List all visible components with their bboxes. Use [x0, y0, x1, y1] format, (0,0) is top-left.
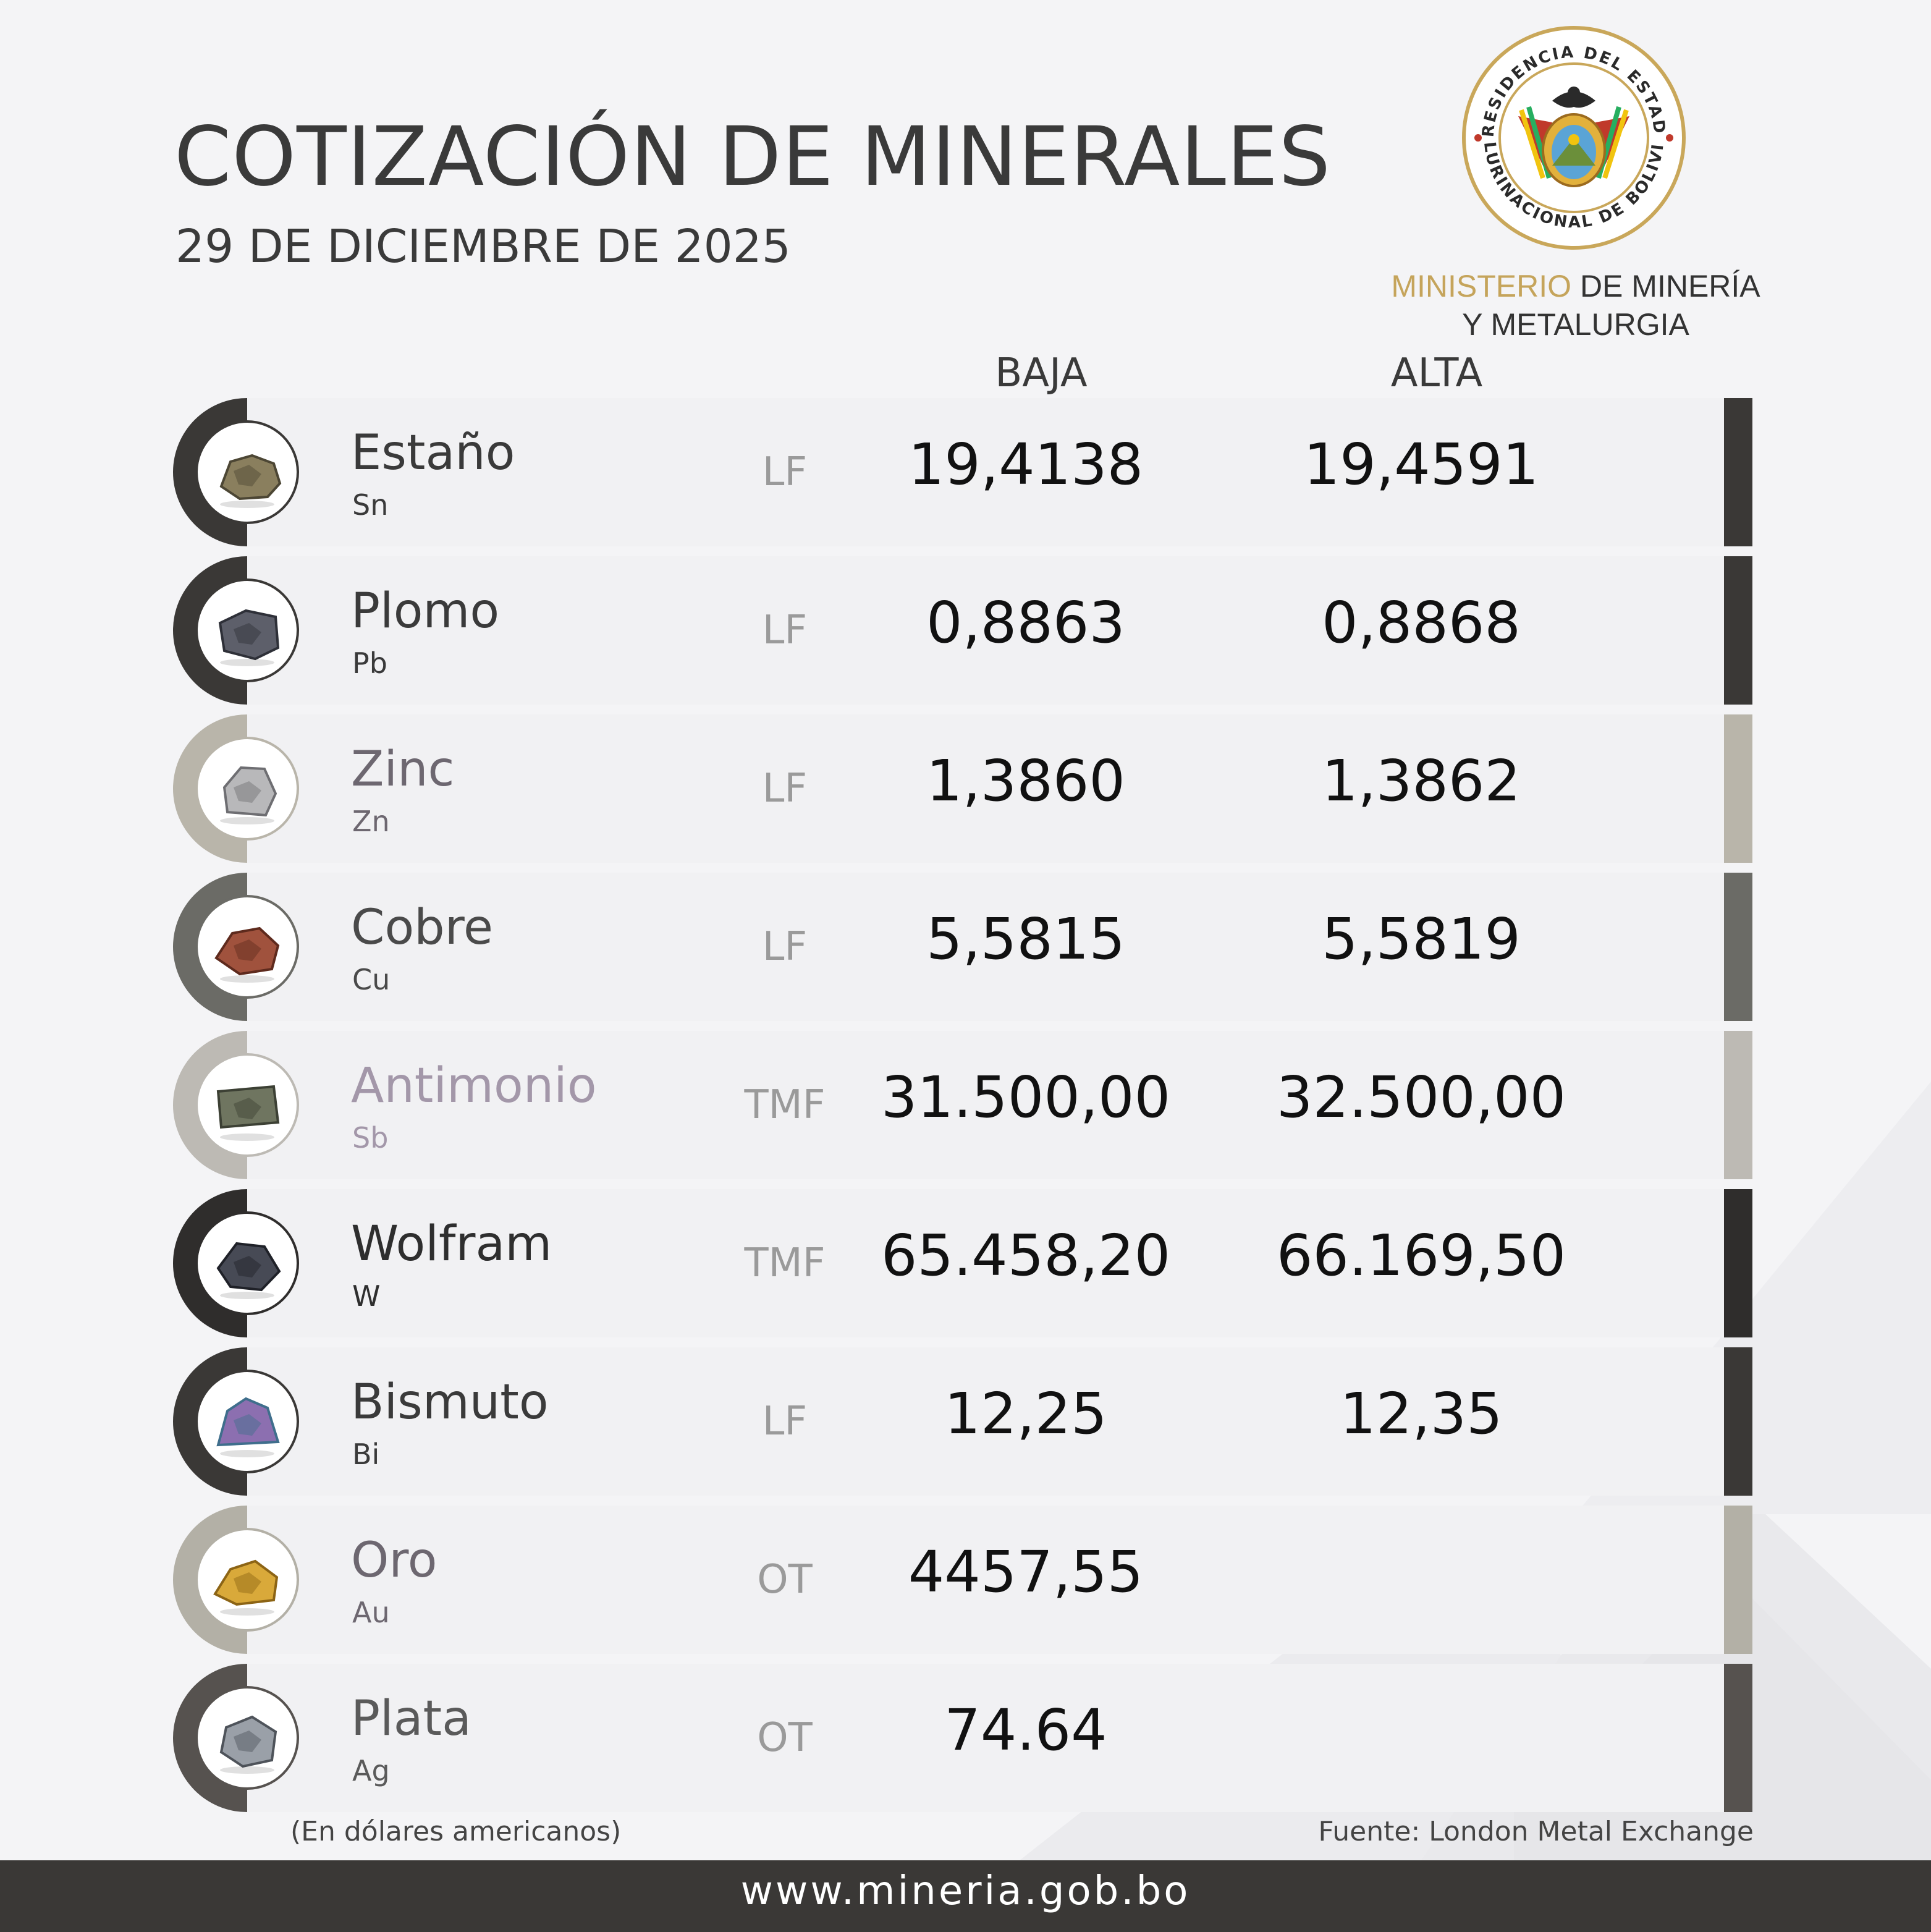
zinc-ore-icon — [220, 766, 277, 824]
row-band — [247, 1347, 1724, 1496]
source-note: Fuente: London Metal Exchange — [1318, 1816, 1754, 1847]
lead-ore-icon — [218, 609, 280, 666]
price-high: 19,4591 — [1303, 431, 1539, 498]
price-low: 19,4138 — [908, 431, 1144, 498]
ministry-logo-text: MINISTERIO DE MINERÍA Y METALURGIA — [1329, 267, 1823, 344]
mineral-name: Wolfram — [351, 1216, 552, 1272]
mineral-unit: TMF — [744, 1240, 826, 1286]
mineral-unit: OT — [757, 1715, 813, 1761]
bismuth-crystal-icon — [216, 1397, 280, 1457]
row-band — [247, 1189, 1724, 1337]
mineral-symbol: Sb — [352, 1121, 389, 1155]
presidential-seal-icon: PRESIDENCIA DEL ESTADO PLURINACIONAL DE … — [1460, 23, 1686, 250]
row-band — [247, 1664, 1724, 1812]
row-accent-bar — [1724, 714, 1752, 863]
ministry-name-gold: MINISTERIO — [1391, 269, 1572, 303]
mineral-unit: LF — [762, 1399, 808, 1444]
mineral-name: Cobre — [351, 900, 494, 955]
mineral-row: Plomo Pb LF 0,8863 0,8868 — [173, 556, 1755, 705]
price-low: 1,3860 — [926, 748, 1125, 814]
copper-ore-icon — [214, 926, 280, 983]
mineral-name: Antimonio — [351, 1058, 597, 1114]
row-accent-bar — [1724, 1347, 1752, 1496]
ministry-name-line2: Y METALURGIA — [1462, 307, 1689, 342]
mineral-symbol: Sn — [352, 488, 389, 522]
mineral-unit: OT — [757, 1557, 813, 1603]
mineral-name: Plata — [351, 1691, 471, 1747]
price-low: 74.64 — [944, 1697, 1107, 1763]
row-accent-bar — [1724, 873, 1752, 1021]
price-high: 0,8868 — [1322, 590, 1521, 656]
mineral-row: Bismuto Bi LF 12,25 12,35 — [173, 1347, 1755, 1496]
price-low: 31.500,00 — [881, 1064, 1171, 1130]
silver-ore-icon — [219, 1715, 277, 1774]
mineral-unit: LF — [762, 608, 808, 653]
column-header-high: ALTA — [1390, 350, 1483, 396]
column-header-low: BAJA — [995, 350, 1088, 396]
mineral-name: Plomo — [351, 583, 500, 639]
price-high: 32.500,00 — [1276, 1064, 1566, 1130]
currency-note: (En dólares americanos) — [290, 1816, 622, 1847]
page-title: COTIZACIÓN DE MINERALES — [174, 109, 1332, 205]
mineral-symbol: Au — [352, 1596, 390, 1629]
mineral-unit: TMF — [744, 1082, 826, 1128]
gold-nugget-icon — [213, 1559, 279, 1616]
mineral-unit: LF — [762, 766, 808, 811]
row-band — [247, 398, 1724, 546]
tin-ore-icon — [219, 454, 282, 508]
mineral-symbol: Bi — [352, 1438, 380, 1471]
mineral-symbol: Ag — [352, 1754, 390, 1787]
mineral-symbol: Pb — [352, 646, 387, 680]
row-accent-bar — [1724, 556, 1752, 705]
mineral-row: Cobre Cu LF 5,5815 5,5819 — [173, 873, 1755, 1021]
mineral-name: Zinc — [351, 742, 455, 797]
antimony-ore-icon — [216, 1085, 280, 1141]
mineral-name: Oro — [351, 1533, 437, 1588]
mineral-row: Wolfram W TMF 65.458,20 66.169,50 — [173, 1189, 1755, 1337]
price-low: 0,8863 — [926, 590, 1125, 656]
mineral-row: Oro Au OT 4457,55 — [173, 1506, 1755, 1654]
footer-bar — [0, 1860, 1931, 1932]
mineral-row: Estaño Sn LF 19,4138 19,4591 — [173, 398, 1755, 546]
price-high: 5,5819 — [1322, 906, 1521, 972]
page-date: 29 DE DICIEMBRE DE 2025 — [175, 220, 791, 273]
row-accent-bar — [1724, 1506, 1752, 1654]
tungsten-ore-icon — [216, 1242, 281, 1299]
website-link[interactable]: www.mineria.gob.bo — [740, 1868, 1191, 1914]
price-low: 65.458,20 — [881, 1222, 1171, 1289]
mineral-row: Plata Ag OT 74.64 — [173, 1664, 1755, 1812]
row-band — [247, 714, 1724, 863]
price-low: 5,5815 — [926, 906, 1125, 972]
mineral-name: Estaño — [351, 425, 515, 481]
price-high: 66.169,50 — [1276, 1222, 1566, 1289]
price-low: 4457,55 — [908, 1539, 1144, 1605]
row-accent-bar — [1724, 1031, 1752, 1179]
row-band — [247, 1506, 1724, 1654]
mineral-symbol: Cu — [352, 963, 391, 996]
price-low: 12,25 — [944, 1381, 1107, 1447]
mineral-row: Zinc Zn LF 1,3860 1,3862 — [173, 714, 1755, 863]
mineral-unit: LF — [762, 924, 808, 970]
mineral-row: Antimonio Sb TMF 31.500,00 32.500,00 — [173, 1031, 1755, 1179]
mineral-symbol: W — [352, 1279, 381, 1313]
row-accent-bar — [1724, 1189, 1752, 1337]
mineral-symbol: Zn — [352, 805, 390, 838]
mineral-unit: LF — [762, 449, 808, 495]
ministry-name-rest: DE MINERÍA — [1571, 269, 1760, 303]
row-band — [247, 1031, 1724, 1179]
price-high: 1,3862 — [1322, 748, 1521, 814]
mineral-name: Bismuto — [351, 1375, 549, 1430]
row-accent-bar — [1724, 1664, 1752, 1812]
price-high: 12,35 — [1340, 1381, 1503, 1447]
row-band — [247, 873, 1724, 1021]
row-band — [247, 556, 1724, 705]
row-accent-bar — [1724, 398, 1752, 546]
